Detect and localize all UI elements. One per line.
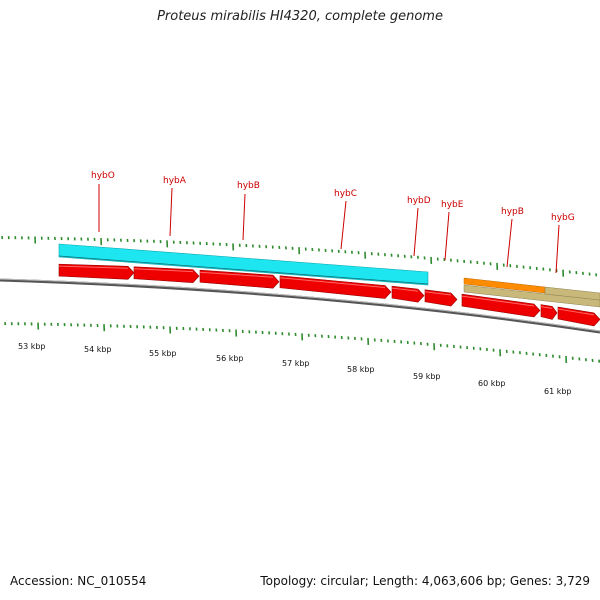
cds-arrow (199, 269, 280, 289)
topology-summary: Topology: circular; Length: 4,063,606 bp… (260, 574, 590, 588)
cds-arrow (424, 289, 458, 307)
feature-bar-cyan (58, 243, 429, 286)
gene-label-hybB: hybB (237, 181, 260, 191)
gene-label-line (413, 207, 419, 257)
gene-label-line (555, 224, 560, 274)
kbp-label-55: 55 kbp (149, 349, 177, 358)
cds-arrow-highlight (58, 265, 129, 269)
kbp-label-57: 57 kbp (282, 359, 310, 368)
cds-arrow-track (58, 263, 600, 327)
cds-arrow-highlight (461, 295, 535, 307)
gene-label-line (506, 218, 513, 268)
gene-label-lines (98, 184, 560, 274)
kbp-label-56: 56 kbp (216, 354, 244, 363)
feature-bar-tan-upper (544, 286, 600, 301)
feature-bar-cyan-edge (58, 255, 429, 285)
map-title: Proteus mirabilis HI4320, complete genom… (157, 9, 443, 24)
gene-label-hybD: hybD (407, 196, 431, 206)
cds-arrow-highlight (133, 268, 194, 273)
gene-label-hybO: hybO (91, 171, 115, 181)
kbp-label-61: 61 kbp (544, 387, 572, 396)
kbp-label-60: 60 kbp (478, 379, 506, 388)
lower-tick-track (4, 321, 600, 364)
genome-backbone-highlight (0, 278, 600, 332)
kbp-label-53: 53 kbp (18, 342, 46, 351)
cds-arrow (557, 306, 600, 327)
kbp-label-58: 58 kbp (347, 365, 375, 374)
cds-arrow-highlight (540, 306, 553, 309)
gene-label-line (340, 200, 347, 250)
kbp-label-54: 54 kbp (84, 345, 112, 354)
kbp-label-59: 59 kbp (413, 372, 441, 381)
cds-arrow-highlight (391, 287, 419, 292)
gene-label-line (242, 193, 246, 241)
cds-arrow (540, 304, 558, 320)
genome-backbone (0, 278, 600, 334)
cds-arrow-highlight (199, 271, 274, 278)
gene-label-hybG: hybG (551, 213, 575, 223)
accession-text: Accession: NC_010554 (10, 574, 147, 588)
gene-label-hypB: hypB (501, 207, 524, 217)
cds-arrow (391, 285, 425, 303)
cds-arrow-highlight (557, 308, 595, 316)
gene-label-line (444, 211, 450, 261)
cds-arrow (461, 293, 541, 318)
gene-label-hybA: hybA (163, 176, 187, 186)
cds-arrow-highlight (279, 277, 386, 289)
upper-tick-track (1, 235, 598, 277)
gene-label-hybC: hybC (334, 189, 357, 199)
gene-label-hybE: hybE (441, 200, 464, 210)
cds-arrow-highlight (424, 291, 452, 296)
cds-arrow (279, 275, 392, 299)
gene-label-line (169, 187, 173, 237)
